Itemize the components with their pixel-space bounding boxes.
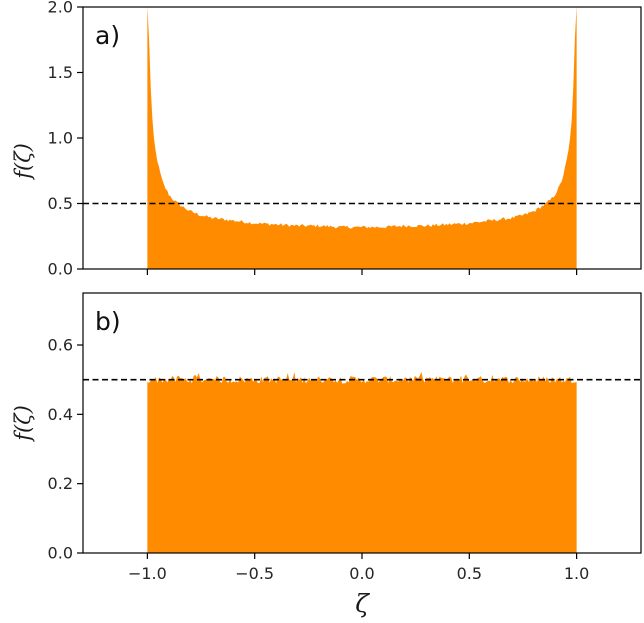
panel-a-y-axis-label: f(ζ) xyxy=(11,143,35,181)
panel-b-y-tick-label: 0.0 xyxy=(48,544,73,563)
panel-b-y-axis-label: f(ζ) xyxy=(11,405,35,443)
panel-b: 0.0 0.2 0.4 0.6 −1.0 −0.5 0.0 0.5 1.0 b) f(ζ) ζ xyxy=(11,292,642,618)
panel-b-label: b) xyxy=(95,307,121,336)
panel-a-plot-area xyxy=(83,7,641,269)
panel-b-x-tick-label: −1.0 xyxy=(128,564,167,583)
panel-a-y-tick-label: 2.0 xyxy=(48,0,73,17)
panel-b-x-tick-label: 0.0 xyxy=(349,564,374,583)
panel-b-y-tick-label: 0.6 xyxy=(48,336,73,355)
panel-a-y-tick-label: 0.5 xyxy=(48,194,73,213)
x-axis-label: ζ xyxy=(355,589,370,618)
panel-a: 0.0 0.5 1.0 1.5 2.0 a) f(ζ) xyxy=(11,0,642,279)
panel-a-y-tick-label: 1.5 xyxy=(48,63,73,82)
panel-a-y-tick-label: 0.0 xyxy=(48,260,73,279)
panel-a-distribution-fill xyxy=(147,7,577,269)
panel-b-x-tick-label: 0.5 xyxy=(457,564,482,583)
panel-a-y-tick-label: 1.0 xyxy=(48,129,73,148)
panel-b-y-tick-label: 0.2 xyxy=(48,474,73,493)
panel-b-y-ticks: 0.0 0.2 0.4 0.6 xyxy=(48,336,83,563)
panel-a-y-ticks: 0.0 0.5 1.0 1.5 2.0 xyxy=(48,0,83,279)
panel-b-x-tick-label: 1.0 xyxy=(564,564,589,583)
panel-b-plot-area xyxy=(83,371,641,553)
panel-b-x-ticks: −1.0 −0.5 0.0 0.5 1.0 xyxy=(128,553,589,583)
panel-a-label: a) xyxy=(95,21,120,50)
panel-b-x-tick-label: −0.5 xyxy=(235,564,274,583)
panel-b-distribution-fill xyxy=(147,371,577,553)
panel-b-y-tick-label: 0.4 xyxy=(48,405,73,424)
panel-a-x-ticks xyxy=(146,269,578,275)
